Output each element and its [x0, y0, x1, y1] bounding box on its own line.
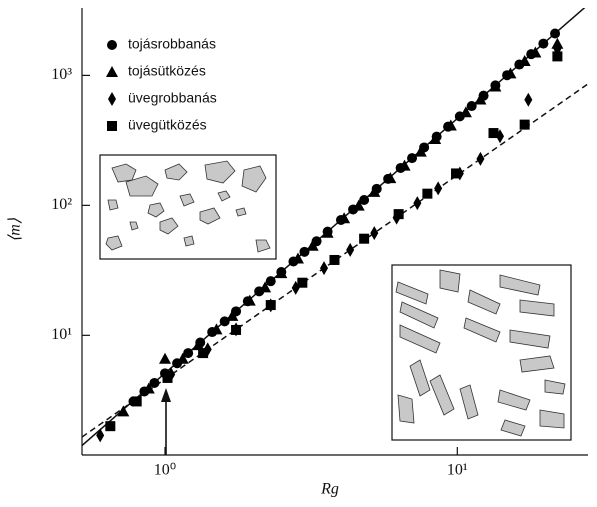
point [329, 254, 340, 265]
y-tick-label: 10³ [51, 66, 72, 83]
point [107, 40, 117, 50]
point [183, 348, 194, 359]
legend: tojásrobbanás tojásütközés üvegrobbanás üve… [106, 36, 217, 133]
point [466, 101, 477, 112]
point [321, 226, 334, 238]
point [231, 324, 242, 335]
point [434, 181, 443, 196]
point [489, 80, 502, 92]
point [413, 196, 422, 211]
point [444, 119, 457, 131]
x-tick-label: 10¹ [447, 462, 468, 479]
point [529, 46, 542, 58]
point [117, 405, 130, 417]
point [359, 194, 370, 205]
point [459, 106, 472, 118]
point [192, 339, 205, 351]
point [393, 209, 404, 220]
point [297, 277, 308, 288]
point [429, 133, 442, 145]
point [538, 38, 549, 49]
point [352, 199, 365, 211]
data-marks [96, 28, 564, 443]
y-axis-label: ⟨m⟩ [7, 217, 24, 242]
point [504, 67, 517, 79]
point [106, 66, 118, 77]
point [422, 188, 433, 199]
point [265, 276, 276, 287]
x-tick-label: 10⁰ [154, 462, 176, 479]
point [162, 372, 173, 383]
legend-label: üvegrobbanás [128, 90, 217, 106]
inset-dilute [99, 154, 277, 260]
point [265, 300, 276, 311]
y-tick-label: 10¹ [51, 326, 72, 343]
legend-label: üvegütközés [128, 117, 207, 133]
point [359, 233, 370, 244]
point [320, 261, 329, 276]
y-tick-label: 10² [51, 196, 72, 213]
point [149, 377, 160, 388]
point [370, 226, 379, 241]
point [131, 396, 142, 407]
arrow [161, 388, 171, 455]
point [488, 128, 499, 139]
point [384, 172, 397, 184]
point [210, 323, 223, 335]
point [338, 212, 351, 224]
point [524, 92, 533, 107]
point [476, 151, 485, 166]
point [552, 51, 563, 62]
point [346, 242, 355, 257]
point [398, 159, 411, 171]
point [407, 153, 418, 164]
point [259, 281, 272, 293]
point [550, 28, 561, 39]
point [108, 92, 116, 106]
point [243, 294, 256, 306]
point [219, 316, 230, 327]
point [368, 185, 381, 197]
point [142, 382, 155, 394]
point [299, 246, 310, 257]
point [518, 55, 531, 67]
point [96, 428, 105, 443]
point [474, 93, 487, 105]
point [306, 239, 319, 251]
point [105, 421, 116, 432]
point [159, 352, 172, 364]
point [226, 309, 239, 321]
point [176, 352, 189, 364]
legend-label: tojásütközés [128, 63, 206, 79]
point [451, 168, 462, 179]
point [107, 121, 117, 131]
inset-dense [391, 264, 572, 441]
point [198, 348, 209, 359]
point [275, 267, 288, 279]
point [414, 145, 427, 157]
x-axis-label: Rg [320, 481, 339, 498]
point [291, 252, 304, 264]
legend-label: tojásrobbanás [128, 36, 216, 52]
point [519, 119, 530, 130]
